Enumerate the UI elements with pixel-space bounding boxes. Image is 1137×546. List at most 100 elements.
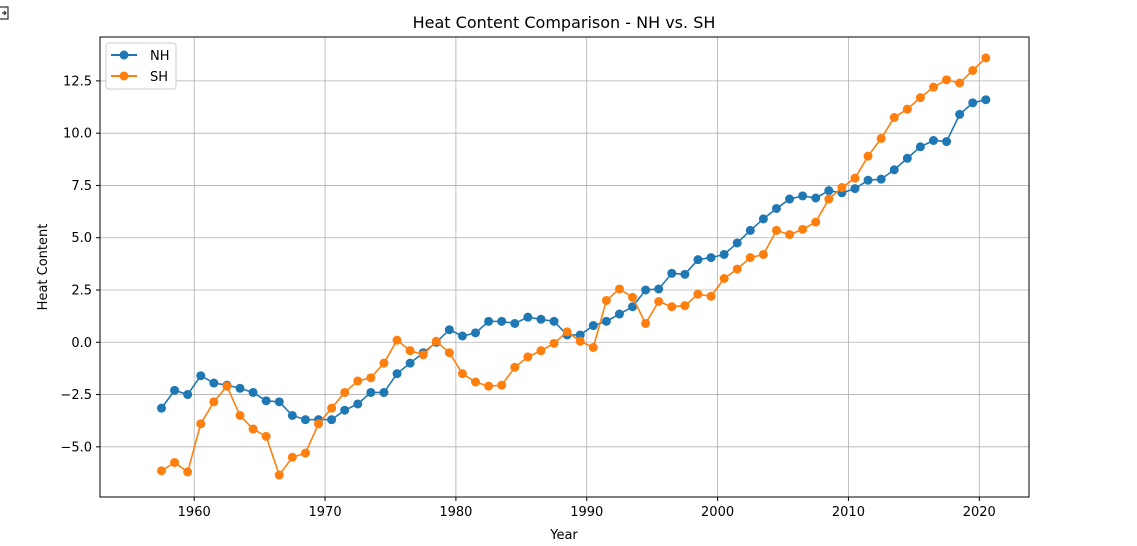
data-point-nh: [628, 302, 638, 312]
data-point-sh: [798, 224, 808, 234]
data-point-sh: [654, 297, 664, 306]
y-tick-label: 5.0: [71, 231, 92, 246]
data-point-nh: [484, 316, 494, 326]
legend: NH SH: [105, 42, 177, 90]
data-point-nh: [235, 383, 245, 393]
data-point-sh: [824, 194, 834, 204]
data-point-nh: [588, 321, 598, 331]
expand-icon[interactable]: [0, 2, 10, 22]
x-tick-label: 2010: [832, 505, 865, 520]
data-point-nh: [968, 98, 978, 108]
axes: 1960 1970 1980 1990 2000 2010 2020 −5.0 −2.5 0.0 2…: [60, 74, 995, 520]
data-point-nh: [942, 137, 952, 147]
data-point-nh: [654, 284, 664, 294]
data-point-sh: [614, 284, 624, 294]
data-point-sh: [156, 466, 166, 476]
data-point-sh: [667, 302, 677, 312]
data-point-sh: [928, 82, 938, 92]
data-point-sh: [405, 346, 415, 356]
data-point-nh: [156, 403, 166, 413]
data-point-nh: [196, 371, 206, 381]
data-point-sh: [706, 291, 716, 301]
data-point-sh: [287, 452, 297, 462]
data-point-nh: [693, 255, 703, 265]
data-point-nh: [497, 316, 507, 326]
chart-title: Heat Content Comparison - NH vs. SH: [413, 13, 716, 32]
data-point-nh: [523, 312, 533, 322]
data-point-sh: [641, 318, 651, 328]
data-point-nh: [771, 203, 781, 213]
data-point-nh: [536, 314, 546, 324]
data-point-nh: [392, 369, 402, 379]
data-point-sh: [549, 338, 559, 348]
data-point-sh: [379, 358, 389, 368]
data-point-sh: [902, 104, 912, 114]
y-axis-label: Heat Content: [36, 224, 51, 311]
y-tick-label: 12.5: [63, 74, 92, 89]
data-point-sh: [745, 253, 755, 263]
data-point-sh: [955, 78, 965, 88]
data-point-nh: [183, 390, 193, 400]
data-point-sh: [889, 113, 899, 122]
data-point-sh: [785, 230, 795, 240]
data-point-nh: [471, 328, 481, 338]
x-tick-label: 1990: [570, 505, 603, 520]
data-point-sh: [758, 249, 768, 259]
series-layer: [156, 53, 991, 480]
data-point-nh: [850, 184, 860, 194]
data-point-nh: [876, 174, 886, 184]
data-point-nh: [758, 214, 768, 224]
data-point-sh: [196, 419, 206, 429]
data-point-sh: [261, 431, 271, 441]
x-tick-label: 1980: [439, 505, 472, 520]
x-tick-label: 2020: [963, 505, 996, 520]
x-tick-label: 1970: [309, 505, 342, 520]
data-point-sh: [183, 467, 193, 477]
data-point-nh: [457, 331, 467, 341]
data-point-nh: [274, 397, 284, 407]
data-point-sh: [876, 133, 886, 143]
data-point-sh: [340, 387, 350, 397]
y-tick-label: 10.0: [63, 127, 92, 142]
data-point-sh: [497, 380, 507, 390]
data-point-nh: [706, 253, 716, 263]
data-point-sh: [588, 343, 598, 352]
data-point-sh: [248, 424, 258, 434]
data-point-nh: [261, 396, 271, 406]
data-point-sh: [327, 403, 337, 413]
y-tick-label: −2.5: [60, 388, 92, 403]
x-axis-label: Year: [549, 528, 578, 543]
data-point-sh: [353, 376, 363, 386]
legend-label-sh: SH: [150, 70, 168, 85]
data-point-sh: [968, 65, 978, 75]
y-tick-label: 7.5: [71, 179, 92, 194]
data-point-nh: [353, 399, 363, 409]
data-point-nh: [719, 249, 729, 259]
data-point-nh: [811, 193, 821, 203]
data-point-nh: [379, 387, 389, 397]
data-point-nh: [300, 415, 310, 425]
legend-marker-nh: [119, 50, 129, 60]
data-point-nh: [863, 175, 873, 185]
data-point-sh: [235, 410, 245, 420]
data-point-nh: [667, 268, 677, 278]
y-tick-label: 2.5: [71, 284, 92, 299]
data-point-sh: [418, 350, 428, 360]
data-point-nh: [798, 191, 808, 201]
data-point-sh: [536, 346, 546, 356]
data-point-sh: [392, 335, 402, 345]
data-point-sh: [915, 93, 925, 103]
data-point-nh: [614, 309, 624, 319]
data-point-sh: [562, 327, 572, 337]
data-point-nh: [575, 330, 585, 340]
data-point-sh: [811, 217, 821, 227]
data-point-sh: [601, 295, 611, 305]
data-point-sh: [300, 448, 310, 458]
data-point-sh: [431, 336, 441, 346]
data-point-nh: [641, 285, 651, 295]
series-line-nh: [160, 98, 987, 421]
data-point-sh: [863, 151, 873, 161]
x-tick-label: 1960: [178, 505, 211, 520]
data-point-nh: [340, 405, 350, 415]
